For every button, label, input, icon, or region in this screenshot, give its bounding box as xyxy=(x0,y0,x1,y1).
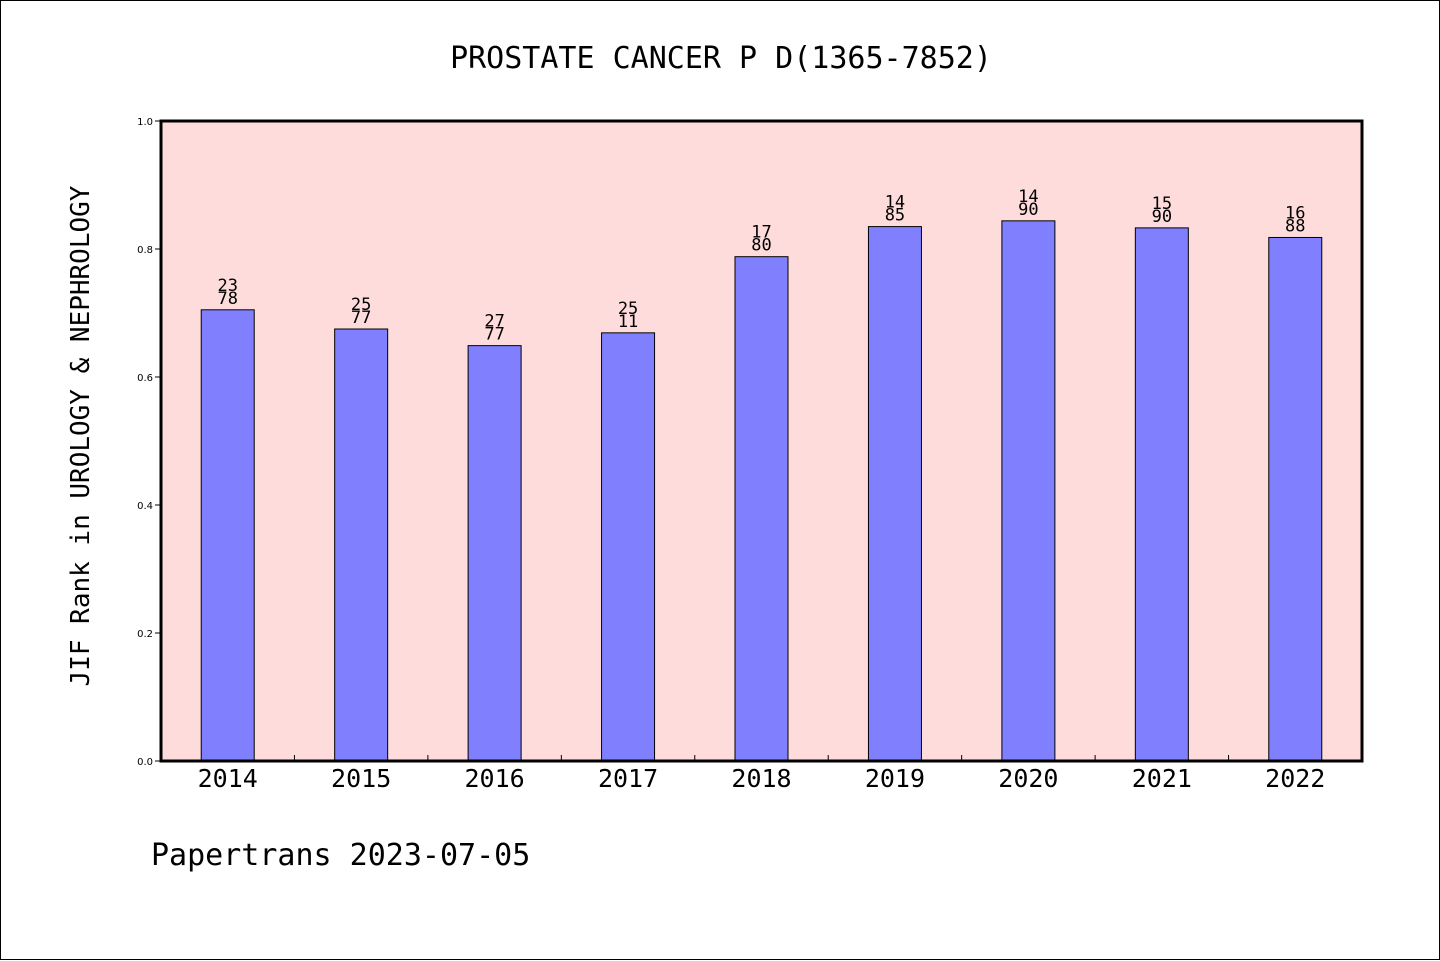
bar-label-total-2014: 78 xyxy=(217,289,237,309)
x-tick-label-2015: 2015 xyxy=(331,764,391,793)
bar-2014 xyxy=(200,309,255,762)
x-tick-label-2021: 2021 xyxy=(1132,764,1192,793)
x-tick-label-2019: 2019 xyxy=(865,764,925,793)
bar-2019 xyxy=(867,226,922,762)
chart-title: PROSTATE CANCER P D(1365-7852) xyxy=(450,41,992,76)
x-tick-label-2020: 2020 xyxy=(998,764,1058,793)
bar-label-total-2021: 90 xyxy=(1152,207,1172,227)
bar-label-rank-2020: 14 xyxy=(1018,187,1038,207)
y-tick-label: 0.4 xyxy=(137,501,153,512)
bar-label-total-2022: 88 xyxy=(1285,216,1305,236)
plot-border xyxy=(159,119,1364,763)
bar-label-rank-2016: 27 xyxy=(484,312,504,332)
y-tick-label: 0.2 xyxy=(137,629,153,640)
footer-credit: Papertrans 2023-07-05 xyxy=(151,838,530,873)
bar-label-total-2018: 80 xyxy=(751,236,771,256)
y-axis-label: JIF Rank in UROLOGY & NEPHROLOGY xyxy=(66,185,96,686)
bar-label-rank-2019: 14 xyxy=(885,193,905,213)
bar-2020 xyxy=(1001,220,1056,762)
bar-label-rank-2017: 25 xyxy=(618,299,638,319)
x-tick-label-2014: 2014 xyxy=(198,764,258,793)
bar-2022 xyxy=(1268,236,1323,762)
x-tick-label-2022: 2022 xyxy=(1265,764,1325,793)
bar-label-total-2019: 85 xyxy=(885,206,905,226)
bar-label-rank-2021: 15 xyxy=(1152,194,1172,214)
bar-2017 xyxy=(601,332,656,762)
bar-label-rank-2022: 16 xyxy=(1285,203,1305,223)
bar-2021 xyxy=(1134,227,1189,762)
bar-label-total-2017: 11 xyxy=(618,312,638,332)
bar-2018 xyxy=(734,256,789,762)
bar-label-rank-2014: 23 xyxy=(217,276,237,296)
x-tick-label-2016: 2016 xyxy=(465,764,525,793)
bar-label-total-2020: 90 xyxy=(1018,200,1038,220)
y-tick-label: 1.0 xyxy=(137,117,153,128)
bar-2016 xyxy=(467,345,522,762)
y-tick-label: 0.6 xyxy=(137,373,153,384)
y-tick-label: 0.8 xyxy=(137,245,153,256)
bar-2015 xyxy=(334,328,389,762)
x-tick-label-2017: 2017 xyxy=(598,764,658,793)
bar-label-total-2016: 77 xyxy=(484,325,504,345)
x-tick-label-2018: 2018 xyxy=(731,764,791,793)
bar-label-rank-2015: 25 xyxy=(351,295,371,315)
y-tick-label: 0.0 xyxy=(137,757,153,768)
bar-label-total-2015: 77 xyxy=(351,308,371,328)
bar-label-rank-2018: 17 xyxy=(751,223,771,243)
